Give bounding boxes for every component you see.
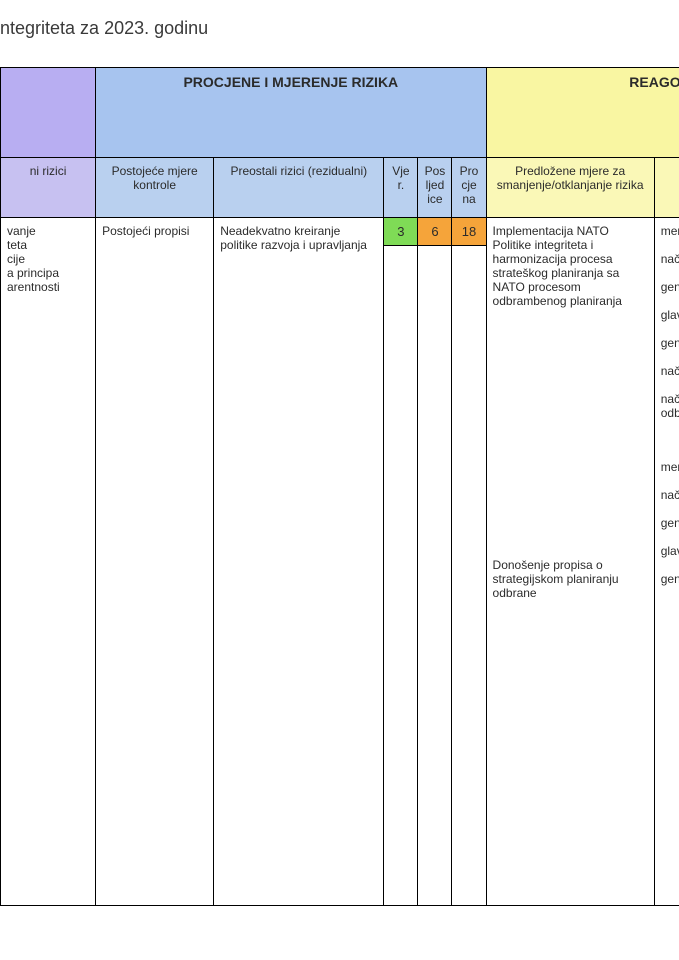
subheader-prob: Vjer. <box>384 158 418 218</box>
cell-eval: 18 <box>452 218 486 246</box>
subheader-person: Ogovorna osoba <box>654 158 679 218</box>
cell-prob: 3 <box>384 218 418 246</box>
person-2: general direktor Direktor ljudske <box>661 280 679 294</box>
cell-proposed: Implementacija NATO Politike integriteta… <box>486 218 654 906</box>
group-header-blank <box>1 68 96 158</box>
subheader-eval: Procjena <box>452 158 486 218</box>
person-b2-0: menadž integrit <box>661 460 679 474</box>
group-header-response: REAGOVANJE <box>486 68 679 158</box>
cell-cons-blank <box>418 246 452 906</box>
subheader-risks: ni rizici <box>1 158 96 218</box>
person-6: načelni Direkcij strateši planiran odbra… <box>661 392 679 420</box>
person-5: načelni Odjeljen normati poslove <box>661 364 679 378</box>
person-b2-4: general <box>661 572 679 586</box>
page-title: ntegriteta za 2023. godinu <box>0 0 679 67</box>
person-b2-3: glavni i <box>661 544 679 558</box>
cell-prob-blank <box>384 246 418 906</box>
person-b2-2: general direktor Direktor ljudske <box>661 516 679 530</box>
cell-persons: menadž integrit načelni General general … <box>654 218 679 906</box>
group-header-assessments: PROCJENE I MJERENJE RIZIKA <box>96 68 486 158</box>
person-b2-1: načelni General <box>661 488 679 502</box>
cell-cons: 6 <box>418 218 452 246</box>
subheader-residual: Preostali rizici (rezidualni) <box>214 158 384 218</box>
subheader-cons: Posljedice <box>418 158 452 218</box>
subheader-proposed: Predložene mjere za smanjenje/otklanjanj… <box>486 158 654 218</box>
cell-existing-measures: Postojeći propisi <box>96 218 214 906</box>
proposed-item-1: Donošenje propisa o strategijskom planir… <box>493 558 648 600</box>
person-0: menadž integrit <box>661 224 679 238</box>
person-1: načelni General <box>661 252 679 266</box>
cell-risks-text: vanje teta cije a principa arentnosti <box>7 224 89 294</box>
cell-risks: vanje teta cije a principa arentnosti <box>1 218 96 906</box>
subheader-existing-measures: Postojeće mjere kontrole <box>96 158 214 218</box>
person-4: general direktor Direktor politiku <box>661 336 679 350</box>
risk-table: PROCJENE I MJERENJE RIZIKA REAGOVANJE ni… <box>0 67 679 906</box>
proposed-item-0: Implementacija NATO Politike integriteta… <box>493 224 648 544</box>
cell-eval-blank <box>452 246 486 906</box>
person-3: glavni i <box>661 308 679 322</box>
cell-residual: Neadekvatno kreiranje politike razvoja i… <box>214 218 384 906</box>
